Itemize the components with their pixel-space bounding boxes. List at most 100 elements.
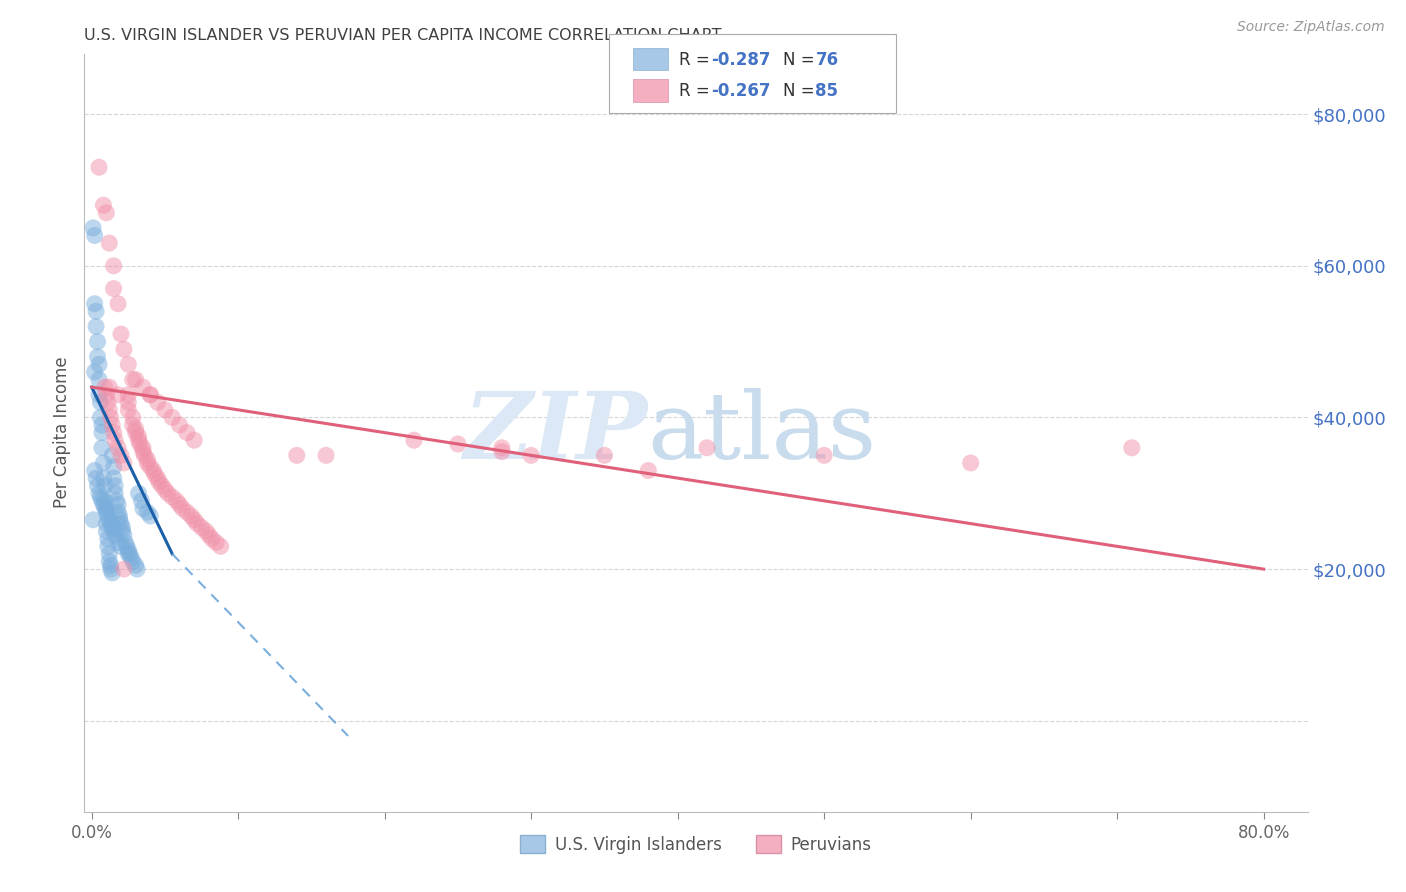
Point [121, 554, 143, 569]
Point [813, 449, 835, 463]
Point [87, 358, 110, 372]
Point [96, 205, 118, 219]
Point [124, 373, 146, 387]
Point [86, 334, 108, 349]
Point [959, 456, 981, 470]
Point [100, 562, 122, 576]
Point [117, 543, 139, 558]
Point [166, 494, 188, 508]
Point [91, 441, 114, 455]
Point [104, 479, 127, 493]
Point [156, 486, 179, 500]
Point [91, 494, 114, 508]
Point [103, 282, 125, 296]
Point [107, 297, 129, 311]
Point [82, 220, 104, 235]
Point [94, 380, 117, 394]
Point [108, 508, 131, 523]
Point [103, 259, 125, 273]
Point [134, 449, 156, 463]
Point [83, 228, 105, 243]
Point [127, 562, 149, 576]
Point [98, 236, 121, 251]
Text: -0.287: -0.287 [711, 51, 770, 69]
Point [107, 505, 129, 519]
Point [176, 425, 198, 440]
Text: N =: N = [783, 82, 820, 100]
Point [83, 464, 105, 478]
Point [93, 471, 115, 485]
Point [121, 373, 143, 387]
Text: R =: R = [679, 82, 716, 100]
Point [98, 554, 121, 569]
Point [491, 441, 513, 455]
Point [205, 535, 228, 549]
Point [110, 327, 132, 342]
Text: atlas: atlas [647, 388, 876, 477]
Point [169, 417, 191, 433]
Point [104, 434, 127, 448]
Point [86, 350, 108, 364]
Point [637, 464, 659, 478]
Point [112, 562, 135, 576]
Point [96, 524, 118, 539]
Point [100, 558, 122, 573]
Point [91, 417, 114, 433]
Point [201, 532, 224, 546]
Text: -0.267: -0.267 [711, 82, 770, 100]
Point [114, 535, 136, 549]
Point [148, 475, 170, 489]
Text: 76: 76 [815, 51, 838, 69]
Point [97, 395, 120, 409]
Point [103, 524, 125, 539]
Point [107, 535, 129, 549]
Point [121, 410, 143, 425]
Point [162, 490, 184, 504]
Point [98, 380, 121, 394]
Point [593, 449, 616, 463]
Point [93, 456, 115, 470]
Point [112, 343, 135, 357]
Point [111, 520, 134, 534]
Point [84, 471, 107, 485]
Point [105, 494, 128, 508]
Point [146, 471, 169, 485]
Point [142, 464, 165, 478]
Point [87, 161, 110, 175]
Point [103, 425, 125, 440]
Point [118, 547, 141, 561]
Point [162, 410, 184, 425]
Point [491, 444, 513, 458]
Point [447, 437, 470, 451]
Point [117, 358, 139, 372]
Point [146, 395, 169, 409]
Point [176, 505, 198, 519]
Point [150, 479, 173, 493]
Point [136, 505, 159, 519]
Text: N =: N = [783, 51, 820, 69]
Point [89, 490, 111, 504]
Point [100, 516, 122, 531]
Point [128, 486, 150, 500]
Point [153, 483, 176, 497]
Point [132, 501, 155, 516]
Point [124, 558, 146, 573]
Point [93, 498, 115, 512]
Point [93, 198, 115, 212]
Point [112, 528, 135, 542]
Point [696, 441, 718, 455]
Point [94, 494, 117, 508]
Point [285, 449, 308, 463]
Point [96, 387, 118, 401]
Point [104, 486, 127, 500]
Point [98, 403, 121, 417]
Point [110, 539, 132, 553]
Point [315, 449, 337, 463]
Point [86, 479, 108, 493]
Point [107, 441, 129, 455]
Point [132, 444, 155, 458]
Point [110, 449, 132, 463]
Point [107, 387, 129, 401]
Point [111, 524, 134, 539]
Text: R =: R = [679, 51, 716, 69]
